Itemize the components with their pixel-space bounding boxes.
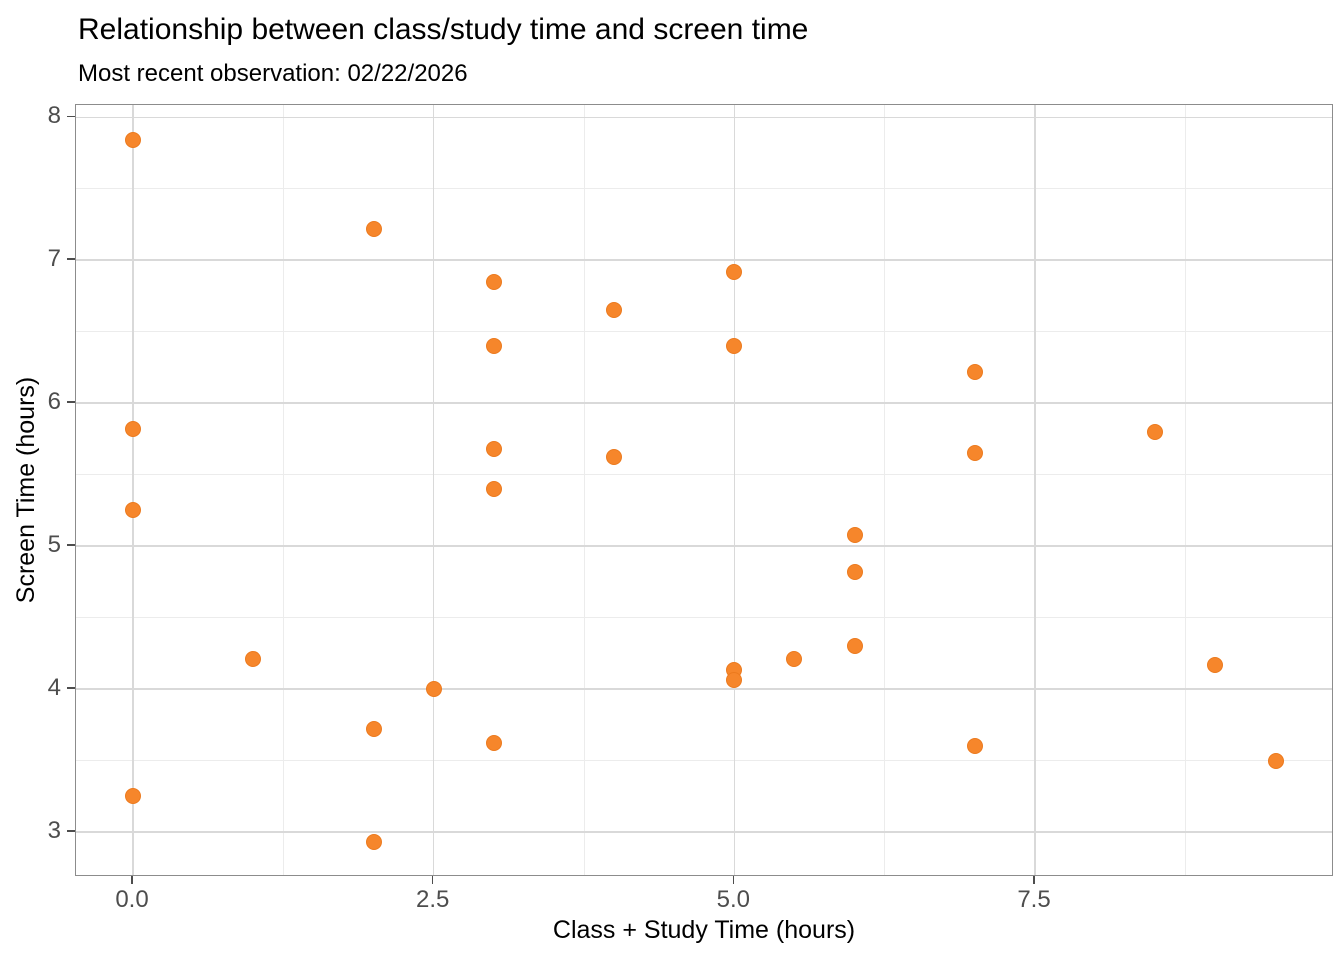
minor-gridline-y [76, 474, 1332, 476]
data-point [125, 788, 141, 805]
y-tick-mark [67, 544, 75, 546]
major-gridline-x [432, 105, 435, 875]
x-tick-mark [1033, 876, 1035, 884]
data-point [966, 445, 983, 462]
data-point [365, 833, 382, 850]
y-axis-title: Screen Time (hours) [12, 376, 40, 604]
y-tick-mark [67, 401, 75, 403]
x-tick-mark [732, 876, 735, 884]
data-point [485, 480, 502, 497]
minor-gridline-y [76, 188, 1332, 190]
data-point [485, 735, 502, 752]
minor-gridline-y [76, 617, 1332, 619]
data-point [606, 449, 623, 466]
data-point [245, 651, 262, 668]
major-gridline-x [132, 105, 134, 875]
data-point [726, 263, 743, 280]
data-point [485, 440, 502, 457]
y-tick-label: 3 [47, 816, 61, 844]
data-point [365, 220, 382, 237]
x-tick-mark [431, 876, 434, 884]
minor-gridline-x [282, 105, 284, 875]
y-tick-mark [67, 115, 75, 118]
data-point [1267, 752, 1284, 769]
major-gridline-y [76, 259, 1332, 261]
data-point [365, 721, 382, 738]
x-tick-label: 2.5 [415, 886, 450, 913]
y-tick-mark [67, 687, 75, 689]
chart-subtitle: Most recent observation: 02/22/2026 [78, 60, 468, 87]
y-tick-label: 8 [47, 102, 61, 130]
data-point [966, 738, 983, 755]
minor-gridline-x [583, 105, 585, 875]
x-axis-title: Class + Study Time (hours) [552, 916, 856, 944]
major-gridline-y [76, 831, 1332, 833]
y-tick-mark [67, 258, 75, 260]
data-point [606, 302, 623, 319]
y-tick-mark [67, 830, 75, 832]
y-tick-label: 4 [47, 674, 61, 702]
data-point [846, 638, 863, 655]
major-gridline-x [733, 105, 736, 875]
major-gridline-y [76, 545, 1332, 547]
data-point [125, 420, 141, 437]
minor-gridline-y [76, 331, 1332, 333]
data-point [1207, 656, 1224, 673]
data-point [846, 526, 863, 543]
data-point [966, 363, 983, 380]
y-tick-label: 6 [47, 388, 61, 416]
x-tick-label: 5.0 [716, 886, 751, 913]
data-point [425, 681, 442, 698]
minor-gridline-y [76, 760, 1332, 761]
plot-panel [75, 104, 1333, 876]
data-point [846, 563, 863, 580]
x-tick-label: 0.0 [115, 886, 149, 913]
data-point [125, 502, 141, 519]
minor-gridline-x [884, 105, 886, 875]
y-tick-label: 5 [47, 531, 61, 559]
major-gridline-x [1034, 105, 1036, 875]
data-point [786, 651, 803, 668]
x-tick-mark [131, 876, 133, 884]
data-point [125, 132, 141, 149]
minor-gridline-x [1184, 105, 1186, 875]
data-point [726, 672, 743, 689]
data-point [1147, 423, 1164, 440]
chart-title: Relationship between class/study time an… [78, 13, 809, 46]
data-point [726, 337, 743, 354]
major-gridline-y [76, 116, 1332, 119]
major-gridline-y [76, 688, 1332, 690]
major-gridline-y [76, 402, 1332, 404]
x-tick-label: 7.5 [1017, 886, 1051, 913]
data-point [485, 273, 502, 290]
data-point [485, 337, 502, 354]
y-tick-label: 7 [47, 245, 61, 273]
